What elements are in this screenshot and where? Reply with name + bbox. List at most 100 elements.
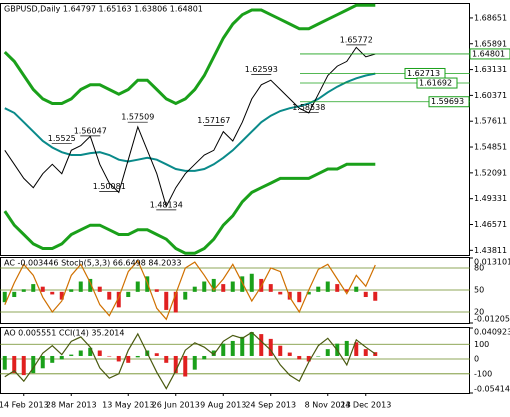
bar xyxy=(183,291,188,300)
y-tick-label: 1.65891 xyxy=(474,39,507,48)
bar xyxy=(335,284,340,292)
price-label: 1.62593 xyxy=(245,65,278,74)
bar xyxy=(221,343,226,356)
bar xyxy=(154,289,159,292)
bar xyxy=(135,355,140,358)
bar xyxy=(126,355,131,363)
x-tick-label: 14 Feb 2013 xyxy=(0,401,49,410)
price-label: 1.57509 xyxy=(121,113,154,122)
y-tick-label: 1.57611 xyxy=(474,117,507,126)
x-tick-label: 9 Aug 2013 xyxy=(200,401,246,410)
bar xyxy=(126,291,131,298)
bar xyxy=(31,284,36,292)
bar xyxy=(297,291,302,303)
bar xyxy=(21,355,26,376)
panel-title: AC -0.003446 Stoch(5,3,3) 66.6498 84.203… xyxy=(4,259,182,268)
price-label: 1.58538 xyxy=(292,103,325,112)
price-line xyxy=(4,46,376,208)
bar xyxy=(268,338,273,356)
bar xyxy=(325,349,330,356)
price-label: 1.48134 xyxy=(150,200,183,209)
bar xyxy=(230,340,235,356)
y-tick-label: 1.49331 xyxy=(474,194,507,203)
indicator-line xyxy=(4,331,376,390)
bar xyxy=(31,355,36,374)
bar xyxy=(2,291,7,303)
x-tick-label: 24 Dec 2013 xyxy=(340,401,391,410)
level-box xyxy=(416,77,458,89)
bar xyxy=(316,286,321,292)
bar xyxy=(21,289,26,292)
price-label: 1.50081 xyxy=(93,182,126,191)
bar xyxy=(88,278,93,292)
bar xyxy=(316,355,321,357)
level-box xyxy=(469,48,510,60)
bar xyxy=(344,340,349,356)
level-label: 1.62713 xyxy=(407,69,440,78)
bar xyxy=(306,291,311,295)
bar xyxy=(202,281,207,292)
bar xyxy=(240,276,245,292)
price-line xyxy=(3,3,376,106)
bar xyxy=(373,352,378,356)
level-label: 1.61692 xyxy=(419,79,452,88)
bar xyxy=(59,355,64,360)
x-tick-label: 26 Jun 2013 xyxy=(152,401,200,410)
bar xyxy=(297,355,302,360)
bar xyxy=(354,286,359,292)
bar xyxy=(40,286,45,292)
price-label: 1.56047 xyxy=(74,126,107,135)
x-tick-label: 24 Sep 2013 xyxy=(245,401,296,410)
price-label: 1.57167 xyxy=(197,116,230,125)
bar xyxy=(88,347,93,356)
bar xyxy=(69,289,74,292)
y2-tick-label: 20 xyxy=(474,307,484,316)
bar xyxy=(211,350,216,356)
price-line xyxy=(3,162,376,255)
y-tick-label: 1.63131 xyxy=(474,65,507,74)
x-tick-label: 8 Nov 2013 xyxy=(305,401,351,410)
y-tick-label: -0.054147 xyxy=(474,385,510,394)
bar xyxy=(2,355,7,370)
bar xyxy=(154,353,159,356)
bar xyxy=(107,355,112,357)
bar xyxy=(221,284,226,292)
y-tick-label: 1.43811 xyxy=(474,246,507,255)
bar xyxy=(97,286,102,292)
bar xyxy=(78,281,83,292)
bar xyxy=(164,291,169,310)
y2-tick-label: 100 xyxy=(474,340,489,349)
y-tick-label: 1.46571 xyxy=(474,220,507,229)
bar xyxy=(116,355,121,362)
bar xyxy=(202,355,207,360)
level-box xyxy=(428,96,470,108)
level-label: 1.64801 xyxy=(472,49,505,58)
price-label: 1.65772 xyxy=(340,35,373,44)
x-tick-label: 13 May 2013 xyxy=(102,401,154,410)
bar xyxy=(59,291,64,300)
bar xyxy=(183,355,188,377)
y2-tick-label: 80 xyxy=(474,263,484,272)
bar xyxy=(344,289,349,292)
bar xyxy=(12,355,17,374)
x-tick-label: 28 Mar 2013 xyxy=(46,401,97,410)
bar xyxy=(12,291,17,298)
bar xyxy=(278,345,283,356)
y-tick-label: 1.54851 xyxy=(474,143,507,152)
chart-title: GBPUSD,Daily 1.64797 1.65163 1.63806 1.6… xyxy=(4,5,203,14)
level-label: 1.59693 xyxy=(431,97,464,106)
bar xyxy=(240,336,245,356)
y2-tick-label: -100 xyxy=(474,369,492,378)
bar xyxy=(249,273,254,292)
bar xyxy=(40,355,45,369)
y-tick-label: 0.013101 xyxy=(474,258,510,267)
bar xyxy=(50,291,55,295)
bar xyxy=(50,355,55,363)
indicator-line xyxy=(4,259,376,321)
panel-title: AO 0.005551 CCI(14) 35.2014 xyxy=(4,329,124,338)
y-tick-label: 0.040923 xyxy=(474,328,510,337)
bar xyxy=(97,350,102,356)
bar xyxy=(373,291,378,301)
bar xyxy=(249,332,254,356)
